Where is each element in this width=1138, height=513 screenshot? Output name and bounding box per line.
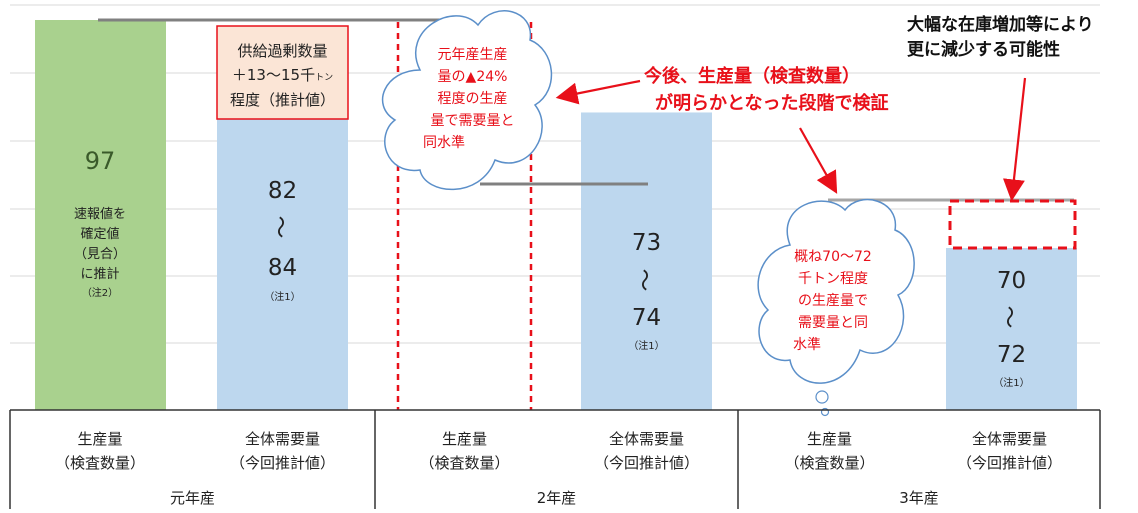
axis-category-label: 全体需要量 xyxy=(971,430,1047,448)
bar6-high: 72 xyxy=(996,342,1027,368)
cloud2-line: 元年産生産 xyxy=(437,47,508,63)
arrow-to-box xyxy=(1002,77,1027,202)
bar-demand-r3 xyxy=(946,248,1077,410)
cloud3-line: 概ね70～72 xyxy=(794,249,872,265)
cloud3-line: 千トン程度 xyxy=(798,271,868,287)
cloud2-line: 程度の生産 xyxy=(437,91,508,107)
surplus-line: 程度（推計値） xyxy=(229,91,335,109)
year-label: 3年産 xyxy=(899,489,939,507)
axis-category-label: （検査数量） xyxy=(54,454,145,472)
axis-category-label: 全体需要量 xyxy=(608,430,684,448)
axis-category-label: 生産量 xyxy=(806,430,852,448)
cloud2-line: 量で需要量と xyxy=(430,113,515,129)
surplus-box xyxy=(216,25,349,120)
top-right-annotation: 大幅な在庫増加等により xyxy=(907,15,1094,35)
arrow-annotation: 今後、生産量（検査数量） xyxy=(644,66,860,87)
bar4-low: 73 xyxy=(631,230,662,256)
bar1-footnote: （注2） xyxy=(81,288,119,299)
bar2-high: 84 xyxy=(267,255,298,281)
axis-category-label: （検査数量） xyxy=(784,454,875,472)
bar2-low: 82 xyxy=(267,178,298,204)
axis-category-label: 生産量 xyxy=(441,430,487,448)
surplus-line: ＋13～15千トン xyxy=(217,64,348,85)
cloud3-line: 水準 xyxy=(793,337,821,353)
arrow-to-cloud xyxy=(555,79,641,105)
axis-category-label: （今回推計値） xyxy=(593,454,699,472)
bar6-footnote: （注1） xyxy=(993,378,1030,389)
cloud3-line: の生産量で xyxy=(798,293,868,309)
axis-category-label: （検査数量） xyxy=(419,454,510,472)
year-label: 元年産 xyxy=(169,489,215,507)
bar-demand-r1 xyxy=(217,119,348,410)
surplus-line-small: トン xyxy=(315,73,334,83)
bar-production-r1 xyxy=(35,20,166,410)
arrow-annotation: が明らかとなった段階で検証 xyxy=(655,93,889,114)
year-label: 2年産 xyxy=(536,489,577,507)
bar1-note: に推計 xyxy=(80,267,120,282)
axis-category-label: （今回推計値） xyxy=(956,454,1062,472)
dashed-box-r3 xyxy=(948,199,1077,250)
bar4-footnote: （注1） xyxy=(628,341,665,352)
axis-table xyxy=(9,409,1101,509)
cloud3-line: 需要量と同 xyxy=(798,315,868,331)
axis-category-label: 全体需要量 xyxy=(244,430,320,448)
bar1-note: （見合） xyxy=(73,247,126,262)
cloud2-line: 同水準 xyxy=(423,135,465,151)
bar-demand-r2 xyxy=(581,112,712,410)
cloud-r2 xyxy=(381,10,552,191)
surplus-line: 供給過剰数量 xyxy=(237,42,328,60)
bar1-value: 97 xyxy=(84,147,116,175)
cloud2-line: 量の▲24% xyxy=(437,69,508,85)
bar1-note: 速報値を xyxy=(73,207,126,222)
axis-category-label: 生産量 xyxy=(77,430,123,448)
bar4-high: 74 xyxy=(631,305,662,331)
gridlines xyxy=(10,4,1100,344)
cloud-r3 xyxy=(757,199,915,384)
axis-category-label: （今回推計値） xyxy=(229,454,335,472)
surplus-line-main: ＋13～15千 xyxy=(231,66,316,84)
top-right-annotation: 更に減少する可能性 xyxy=(907,40,1060,60)
bar2-footnote: （注1） xyxy=(264,292,301,303)
cloud-bubble xyxy=(815,390,829,404)
arrow-to-line xyxy=(799,127,838,194)
bar1-note: 確定値 xyxy=(80,227,120,242)
bar6-low: 70 xyxy=(996,268,1027,294)
